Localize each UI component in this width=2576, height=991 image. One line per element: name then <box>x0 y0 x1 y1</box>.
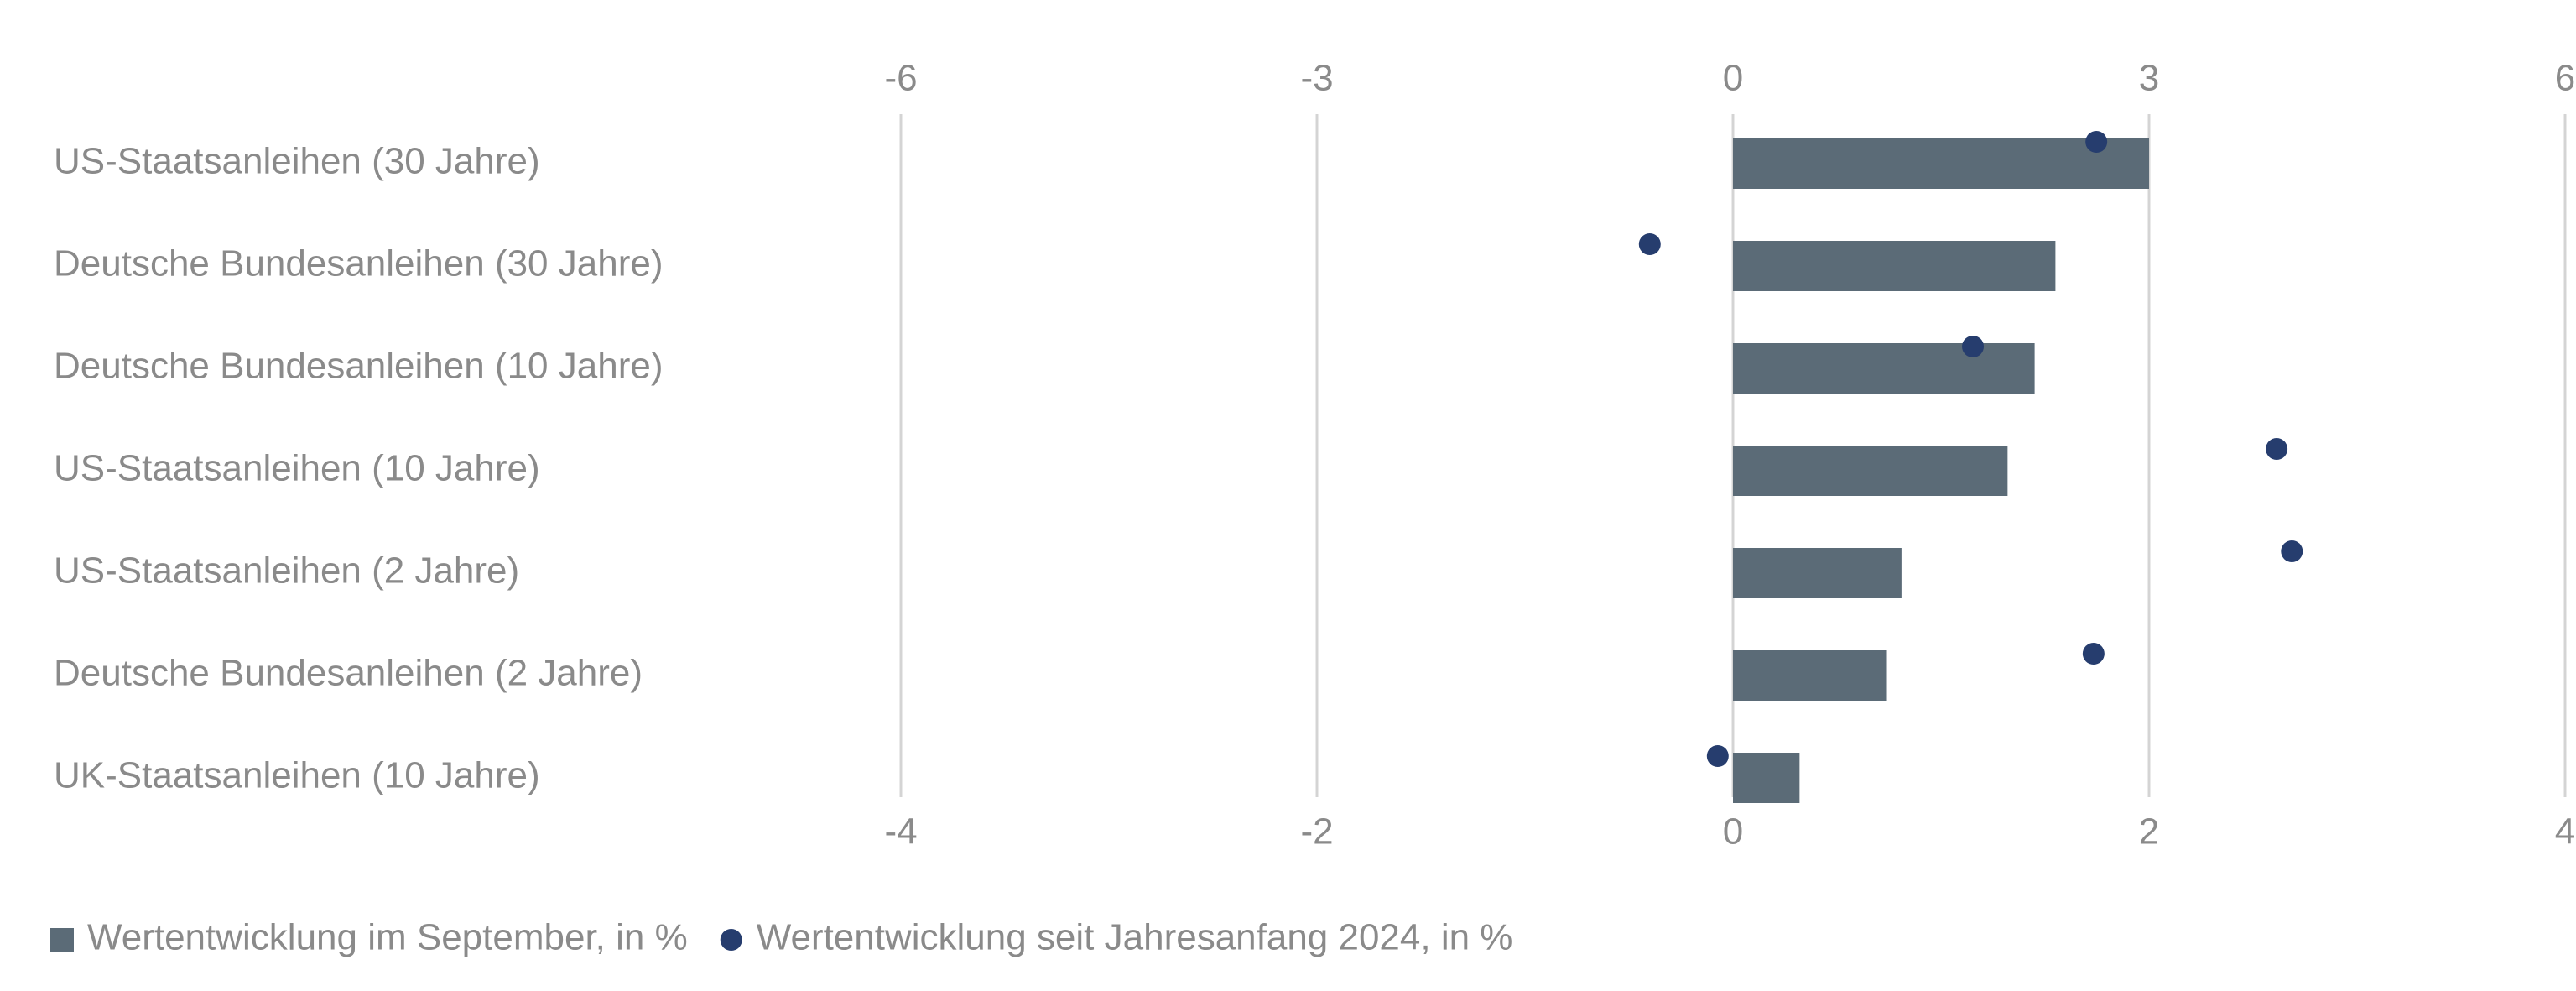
x-tick-label: 2 <box>2139 811 2159 853</box>
x2-tick-label: -3 <box>1300 58 1333 99</box>
category-label: US-Staatsanleihen (2 Jahre) <box>54 550 519 592</box>
bar <box>1733 548 1902 598</box>
dot <box>2085 131 2108 153</box>
dot <box>1962 336 1985 357</box>
category-label: UK-Staatsanleihen (10 Jahre) <box>54 755 540 796</box>
bar <box>1733 753 1800 803</box>
legend-swatch <box>720 929 742 951</box>
x2-tick-label: 0 <box>1723 58 1743 99</box>
category-label: US-Staatsanleihen (10 Jahre) <box>54 448 540 489</box>
legend-swatch <box>50 928 74 952</box>
bar <box>1733 241 2056 291</box>
bar <box>1733 343 2035 394</box>
x2-tick-label: 6 <box>2555 58 2575 99</box>
dot <box>1638 233 1661 255</box>
category-label: Deutsche Bundesanleihen (10 Jahre) <box>54 346 663 387</box>
bar <box>1733 650 1887 701</box>
dot <box>2281 540 2303 562</box>
x-tick-label: -2 <box>1300 811 1333 853</box>
dot <box>2082 643 2105 665</box>
x-tick-label: 0 <box>1723 811 1743 853</box>
x-tick-label: -4 <box>884 811 917 853</box>
category-label: Deutsche Bundesanleihen (30 Jahre) <box>54 243 663 284</box>
category-label: Deutsche Bundesanleihen (2 Jahre) <box>54 653 643 694</box>
bar <box>1733 138 2149 189</box>
x2-tick-label: -6 <box>884 58 917 99</box>
legend-label: Wertentwicklung seit Jahresanfang 2024, … <box>757 917 1513 958</box>
dot <box>1706 745 1729 767</box>
category-label: US-Staatsanleihen (30 Jahre) <box>54 141 540 182</box>
legend-label: Wertentwicklung im September, in % <box>87 917 688 958</box>
bar <box>1733 446 2008 496</box>
x2-tick-label: 3 <box>2139 58 2159 99</box>
dot <box>2266 438 2288 460</box>
x-tick-label: 4 <box>2555 811 2575 853</box>
